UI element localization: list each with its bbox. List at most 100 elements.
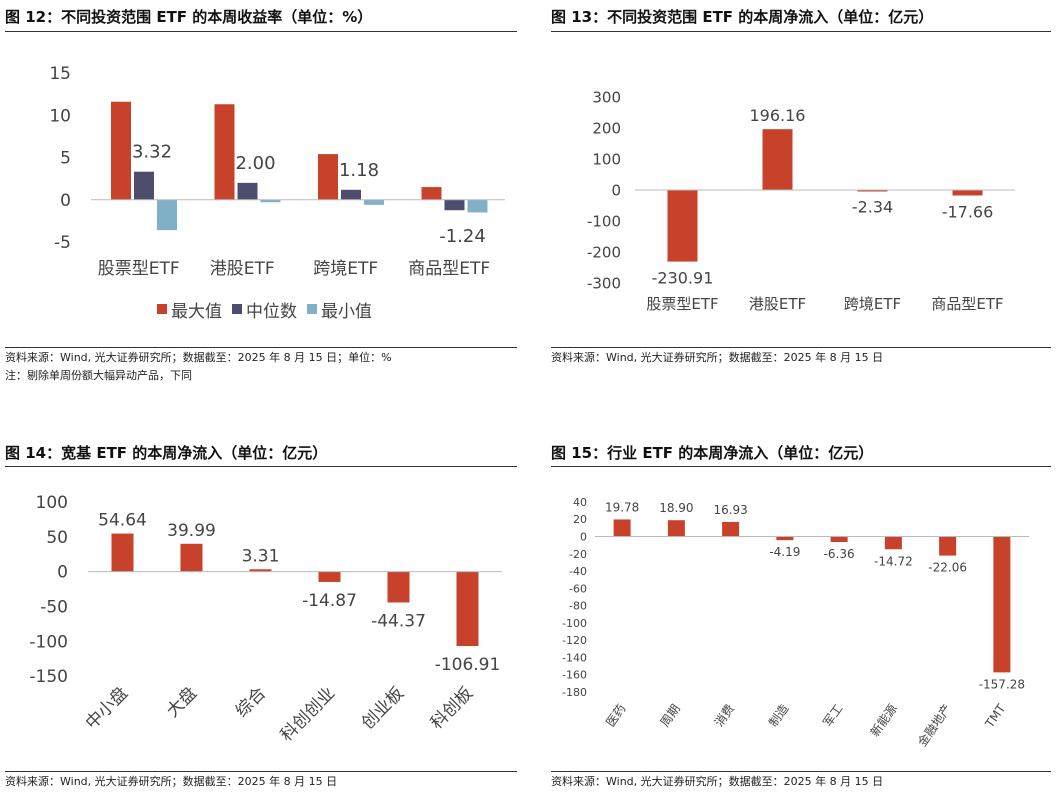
fig15-bar xyxy=(776,536,794,541)
fig15-ytick-label: 0 xyxy=(580,531,587,544)
fig15-data-label: 18.90 xyxy=(659,501,693,515)
fig13-ytick-label: 0 xyxy=(611,181,621,199)
fig13-bar xyxy=(762,129,793,190)
fig13-ytick-label: -100 xyxy=(587,212,621,230)
fig14-data-label: -44.37 xyxy=(371,611,426,631)
figure-15-chart: 40 20 0 -20 -40 -60 -80 -100 -120 -140 -160 -180 19.… xyxy=(562,496,1029,749)
fig12-legend-swatch xyxy=(232,304,242,314)
fig13-category-label: 商品型ETF xyxy=(931,295,1003,313)
figure-15-panel: 图 15：行业 ETF 的本周净流入（单位：亿元） 40 20 0 -20 -40 -60… xyxy=(551,436,1051,796)
figure-15-source: 资料来源：Wind, 光大证券研究所；数据截至：2025 年 8 月 15 日 xyxy=(551,775,884,788)
fig13-ytick-label: -200 xyxy=(587,243,621,261)
fig13-category-label: 股票型ETF xyxy=(646,295,718,313)
fig12-legend-swatch xyxy=(157,304,167,314)
fig14-bar xyxy=(456,571,479,647)
fig14-ytick-label: -150 xyxy=(29,667,68,687)
fig14-bar xyxy=(111,533,134,572)
fig14-data-label: -14.87 xyxy=(302,591,357,611)
fig12-bar-min xyxy=(157,199,177,231)
fig14-ytick-label: -100 xyxy=(29,632,68,652)
fig12-data-label: 3.32 xyxy=(132,142,172,163)
fig14-bar xyxy=(249,569,272,572)
fig14-ytick-label: -50 xyxy=(40,598,68,618)
fig15-category-label: 新能源 xyxy=(867,701,900,739)
figure-12-panel: 图 12：不同投资范围 ETF 的本周收益率（单位：%） 15 10 5 0 -5 3.3… xyxy=(5,0,517,392)
figure-13-chart: 300 200 100 0 -100 -200 -300 -230.91 股票型ETF 196.1… xyxy=(587,88,1015,313)
fig12-category-label: 跨境ETF xyxy=(313,259,378,279)
fig15-bar xyxy=(613,519,631,537)
fig13-bar xyxy=(857,190,888,192)
fig13-data-label: 196.16 xyxy=(750,106,806,125)
fig13-bar xyxy=(667,190,698,262)
fig15-data-label: -157.28 xyxy=(979,677,1025,691)
fig14-bar xyxy=(180,543,203,572)
figure-14-panel: 图 14：宽基 ETF 的本周净流入（单位：亿元） 100 50 0 -50 -100 -… xyxy=(5,436,517,796)
fig13-category-label: 港股ETF xyxy=(749,295,806,313)
fig12-bar-max xyxy=(214,104,235,200)
fig14-category-label: 科创板 xyxy=(427,683,477,733)
figure-15-title-rule xyxy=(551,466,1051,467)
figure-13-title-rule xyxy=(551,31,1051,32)
figure-15-title: 图 15：行业 ETF 的本周净流入（单位：亿元） xyxy=(551,444,874,462)
fig12-bar-min xyxy=(364,199,384,205)
fig12-bar-max xyxy=(421,187,442,200)
figure-12-chart: 15 10 5 0 -5 3.32 股票型ETF 2.00 港股ETF 1.18 跨境ETF -1.2… xyxy=(49,64,505,322)
fig14-data-label: 39.99 xyxy=(167,521,216,541)
fig15-ytick-label: -40 xyxy=(569,565,587,578)
fig15-category-label: 制造 xyxy=(766,702,791,730)
fig15-bar xyxy=(830,536,848,543)
fig15-category-label: 医药 xyxy=(603,702,628,730)
fig15-bar xyxy=(993,536,1011,673)
fig12-data-label: 2.00 xyxy=(235,153,275,174)
figure-13-panel: 图 13：不同投资范围 ETF 的本周净流入（单位：亿元） 300 200 100 0… xyxy=(551,0,1051,392)
fig12-ytick-label: 0 xyxy=(60,191,71,211)
figure-12-title: 图 12：不同投资范围 ETF 的本周收益率（单位：%） xyxy=(5,8,373,26)
figure-14-bottom-rule xyxy=(5,771,517,772)
fig14-data-label: 54.64 xyxy=(98,511,147,531)
fig15-bar xyxy=(884,536,902,550)
figure-13-source: 资料来源：Wind, 光大证券研究所；数据截至：2025 年 8 月 15 日 xyxy=(551,351,884,364)
figure-13-title: 图 13：不同投资范围 ETF 的本周净流入（单位：亿元） xyxy=(551,8,934,26)
fig12-bar-median xyxy=(341,189,361,200)
figure-12-title-rule xyxy=(5,31,517,32)
fig12-legend-label: 最大值 xyxy=(171,302,222,322)
fig12-category-label: 商品型ETF xyxy=(408,259,490,279)
fig15-data-label: 16.93 xyxy=(713,503,747,517)
fig15-bar xyxy=(722,521,740,537)
fig12-ytick-label: 15 xyxy=(49,64,71,84)
fig12-category-label: 港股ETF xyxy=(210,259,275,279)
fig14-data-label: 3.31 xyxy=(242,546,280,566)
fig12-category-label: 股票型ETF xyxy=(98,259,180,279)
fig15-bar xyxy=(667,520,685,537)
figure-14-chart: 100 50 0 -50 -100 -150 54.64 中小盘 39.99 大盘 3.31 综合 -1… xyxy=(29,493,502,746)
fig12-bar-max xyxy=(111,101,131,200)
fig12-data-label: -1.24 xyxy=(439,226,486,247)
fig12-bar-min xyxy=(467,199,488,213)
fig12-bar-median xyxy=(237,182,258,200)
fig13-bar xyxy=(952,190,983,196)
fig15-category-label: 金融地产 xyxy=(914,701,954,749)
fig15-data-label: -4.19 xyxy=(769,545,800,559)
fig15-ytick-label: -80 xyxy=(569,600,587,613)
fig15-data-label: 19.78 xyxy=(605,500,639,514)
figure-14-title-rule xyxy=(5,466,517,467)
fig12-legend-swatch xyxy=(307,304,317,314)
fig12-bar-max xyxy=(318,154,338,200)
fig15-ytick-label: 20 xyxy=(573,513,587,526)
fig12-ytick-label: 5 xyxy=(60,149,71,169)
fig12-bar-min xyxy=(260,199,281,203)
fig15-ytick-label: -180 xyxy=(562,686,587,699)
fig13-ytick-label: 100 xyxy=(592,150,621,168)
fig14-ytick-label: 50 xyxy=(46,528,68,548)
figure-14-source: 资料来源：Wind, 光大证券研究所；数据截至：2025 年 8 月 15 日 xyxy=(5,775,338,788)
fig12-bar-median xyxy=(134,171,154,200)
fig14-ytick-label: 100 xyxy=(36,493,68,513)
fig15-ytick-label: -140 xyxy=(562,651,587,664)
fig14-ytick-label: 0 xyxy=(57,563,68,583)
fig15-data-label: -6.36 xyxy=(824,547,855,561)
fig15-category-label: TMT xyxy=(982,701,1009,731)
fig15-data-label: -14.72 xyxy=(874,554,913,568)
fig15-data-label: -22.06 xyxy=(928,561,967,575)
figure-14-title: 图 14：宽基 ETF 的本周净流入（单位：亿元） xyxy=(5,444,328,462)
fig15-ytick-label: -120 xyxy=(562,634,587,647)
